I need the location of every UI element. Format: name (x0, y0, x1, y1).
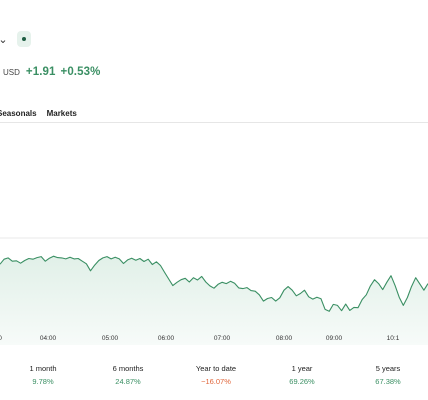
performance-value: 9.78% (32, 377, 54, 386)
tab-bar: Seasonals Markets (0, 109, 87, 118)
tab-divider (0, 122, 428, 123)
x-tick-label: 09:00 (325, 335, 343, 342)
dot-icon (22, 37, 26, 41)
chevron-down-icon[interactable]: ⌄ (0, 33, 8, 46)
status-chip[interactable] (17, 31, 31, 47)
performance-1-year: 1 year 69.26% (262, 364, 342, 386)
x-tick-label: 04:00 (39, 335, 57, 342)
performance-label: 1 month (29, 364, 57, 373)
performance-5-years: 5 years 67.38% (348, 364, 428, 386)
tab-seasonals[interactable]: Seasonals (0, 109, 37, 118)
x-tick-label: 0 (0, 335, 2, 342)
chart-area-fill (0, 256, 428, 345)
price-chart[interactable] (0, 123, 428, 345)
price-change-absolute: +1.91 (25, 66, 56, 78)
tab-markets[interactable]: Markets (46, 109, 77, 118)
performance-value: −16.07% (201, 377, 231, 386)
x-tick-label: 07:00 (213, 335, 231, 342)
performance-label: 5 years (375, 364, 401, 373)
performance-value: 69.26% (289, 377, 315, 386)
performance-6-months: 6 months 24.87% (88, 364, 168, 386)
price-change-percent: +0.53% (60, 66, 101, 78)
x-tick-label: 10:1 (386, 335, 400, 342)
performance-value: 24.87% (115, 377, 141, 386)
performance-label: Year to date (195, 364, 237, 373)
performance-label: 1 year (291, 364, 313, 373)
performance-value: 67.38% (375, 377, 401, 386)
x-tick-label: 05:00 (101, 335, 119, 342)
chart-series-line (0, 255, 428, 312)
x-tick-label: 08:00 (275, 335, 293, 342)
currency-label: USD (3, 68, 20, 77)
price-row: USD +1.91 +0.53% (0, 66, 105, 78)
x-tick-label: 06:00 (157, 335, 175, 342)
performance-1-month: 1 month 9.78% (3, 364, 83, 386)
performance-year-to-date: Year to date −16.07% (176, 364, 256, 386)
performance-label: 6 months (112, 364, 144, 373)
